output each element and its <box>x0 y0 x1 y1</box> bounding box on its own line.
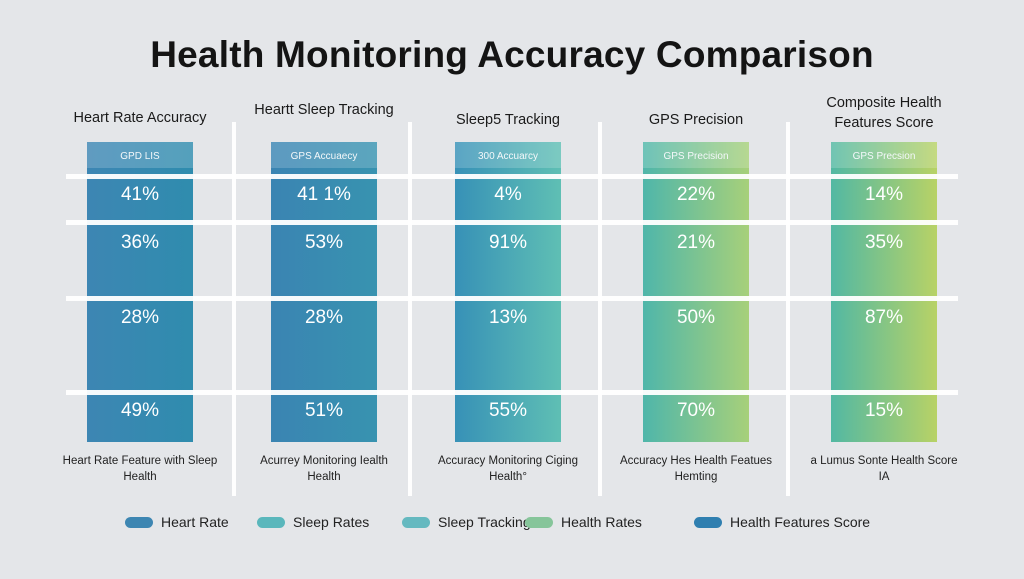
grid-line-horizontal <box>66 296 958 301</box>
column-heading: Composite Health Features Score <box>826 95 942 131</box>
chart-legend: Heart Rate Sleep Rates Sleep Tracking Healt… <box>0 510 1024 534</box>
column-footer-text: Accuracy Monitoring Ciging Health° <box>438 455 578 483</box>
legend-label: Sleep Tracking <box>438 514 531 530</box>
legend-swatch <box>125 516 153 528</box>
chart-title: Health Monitoring Accuracy Comparison <box>150 34 874 75</box>
data-label: 51% <box>305 400 343 421</box>
grid-line-horizontal <box>66 174 958 179</box>
legend-label: Health Rates <box>561 514 642 530</box>
data-label: 14% <box>865 184 903 205</box>
legend-item: Health Rates <box>525 510 642 534</box>
column-badge-label: GPD LIS <box>120 151 160 162</box>
column-badge-label: GPS Precsion <box>853 151 916 162</box>
column-badge <box>831 142 937 168</box>
data-label: 87% <box>865 307 903 328</box>
column-footer-text: a Lumus Sonte Health Score IA <box>810 455 958 483</box>
data-label: 22% <box>677 184 715 205</box>
column-heading: Sleep5 Tracking <box>456 112 560 128</box>
grid-line-vertical <box>598 122 602 496</box>
column-footer-text: Accuracy Hes Health Featues Hemting <box>619 455 773 483</box>
legend-item: Sleep Rates <box>257 510 369 534</box>
grid-line-vertical <box>786 122 790 496</box>
column-footer-text: Acurrey Monitoring Iealth Health <box>260 455 388 483</box>
data-label: 41 1% <box>297 184 351 205</box>
data-label: 35% <box>865 232 903 253</box>
column-heading: Heart Rate Accuracy <box>73 110 207 126</box>
data-label: 50% <box>677 307 715 328</box>
grid-line-horizontal <box>66 220 958 225</box>
column-badge-label: GPS Precision <box>663 151 728 162</box>
data-label: 21% <box>677 232 715 253</box>
data-label: 53% <box>305 232 343 253</box>
legend-swatch <box>525 516 553 528</box>
grid-line-vertical <box>408 122 412 496</box>
data-label: 70% <box>677 400 715 421</box>
grid-line-vertical <box>232 122 236 496</box>
legend-swatch <box>257 516 285 528</box>
legend-label: Heart Rate <box>161 514 229 530</box>
data-label: 49% <box>121 400 159 421</box>
data-label: 28% <box>121 307 159 328</box>
legend-swatch <box>694 516 722 528</box>
data-label: 36% <box>121 232 159 253</box>
legend-item: Heart Rate <box>125 510 229 534</box>
column-badge-label: GPS Accuaecy <box>291 151 358 162</box>
data-label: 91% <box>489 232 527 253</box>
data-label: 41% <box>121 184 159 205</box>
column-badge <box>643 142 749 168</box>
legend-swatch <box>402 516 430 528</box>
column-badge <box>271 142 377 168</box>
data-label: 15% <box>865 400 903 421</box>
column-footer-text: Heart Rate Feature with Sleep Health <box>62 455 218 483</box>
data-label: 13% <box>489 307 527 328</box>
legend-label: Sleep Rates <box>293 514 370 530</box>
column-badge <box>87 142 193 168</box>
column-heading: Heartt Sleep Tracking <box>254 102 394 118</box>
column-heading: GPS Precision <box>648 112 744 128</box>
data-label: 55% <box>489 400 527 421</box>
data-label: 28% <box>305 307 343 328</box>
grid-line-horizontal <box>66 390 958 395</box>
column-badge <box>455 142 561 168</box>
legend-item: Health Features Score <box>694 510 870 534</box>
column-badge-label: 300 Accuarcy <box>478 151 538 162</box>
data-label: 4% <box>494 184 522 205</box>
legend-label: Health Features Score <box>730 514 871 530</box>
legend-item: Sleep Tracking <box>402 510 531 534</box>
